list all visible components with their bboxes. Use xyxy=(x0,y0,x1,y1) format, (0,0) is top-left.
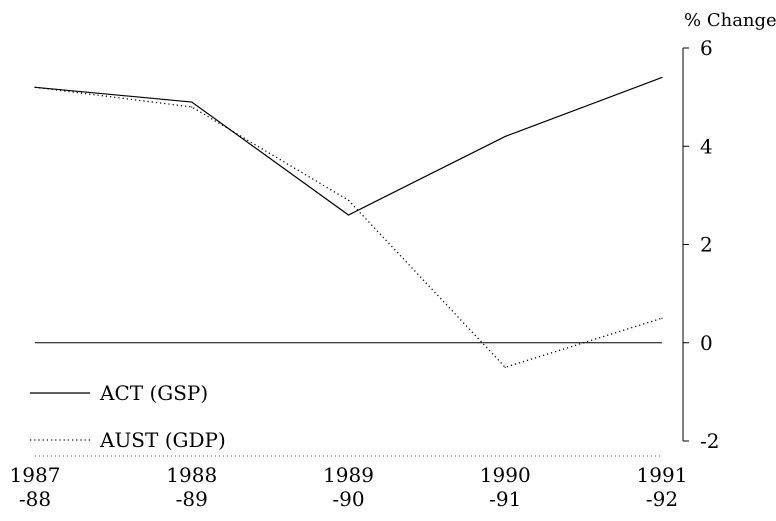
data-point xyxy=(347,214,350,216)
data-point xyxy=(191,106,193,108)
x-tick-label-line: 1989 xyxy=(323,463,374,487)
data-point xyxy=(34,86,36,88)
x-tick-label-line: -92 xyxy=(646,487,678,511)
data-point xyxy=(504,366,506,368)
y-axis-title: % Change xyxy=(684,10,776,31)
y-tick-label: 6 xyxy=(700,36,713,60)
x-tick-label: 1990 -91 xyxy=(480,463,531,511)
legend-label: AUST (GDP) xyxy=(99,428,226,452)
legend-label: ACT (GSP) xyxy=(99,381,208,405)
x-tick-label: 1991 -92 xyxy=(637,463,688,511)
x-tick-label-line: -88 xyxy=(19,487,51,511)
series-line-act-gsp xyxy=(34,76,663,216)
data-point xyxy=(347,199,350,201)
series-line-aust-gdp xyxy=(34,86,663,369)
y-tick-label: 0 xyxy=(700,331,713,355)
x-tick-label: 1987 -88 xyxy=(10,463,61,511)
x-tick-label-line: 1990 xyxy=(480,463,531,487)
y-tick-label: -2 xyxy=(700,429,719,453)
data-point xyxy=(661,76,663,79)
series-group xyxy=(34,76,663,369)
x-tick-label-line: 1987 xyxy=(10,463,61,487)
x-tick-label: 1988 -89 xyxy=(166,463,217,511)
x-tick-label-line: 1988 xyxy=(166,463,217,487)
x-tick-label-line: -90 xyxy=(332,487,364,511)
x-tick-label-line: -91 xyxy=(489,487,521,511)
legend: ACT (GSP) AUST (GDP) xyxy=(30,381,226,452)
x-tick-label-line: -89 xyxy=(176,487,208,511)
data-point xyxy=(504,135,506,138)
data-point xyxy=(661,317,663,319)
x-tick-label-line: 1991 xyxy=(637,463,688,487)
data-point xyxy=(191,101,193,103)
x-tick-label: 1989 -90 xyxy=(323,463,374,511)
y-tick-label: 4 xyxy=(700,134,713,158)
y-tick-label: 2 xyxy=(700,233,713,257)
